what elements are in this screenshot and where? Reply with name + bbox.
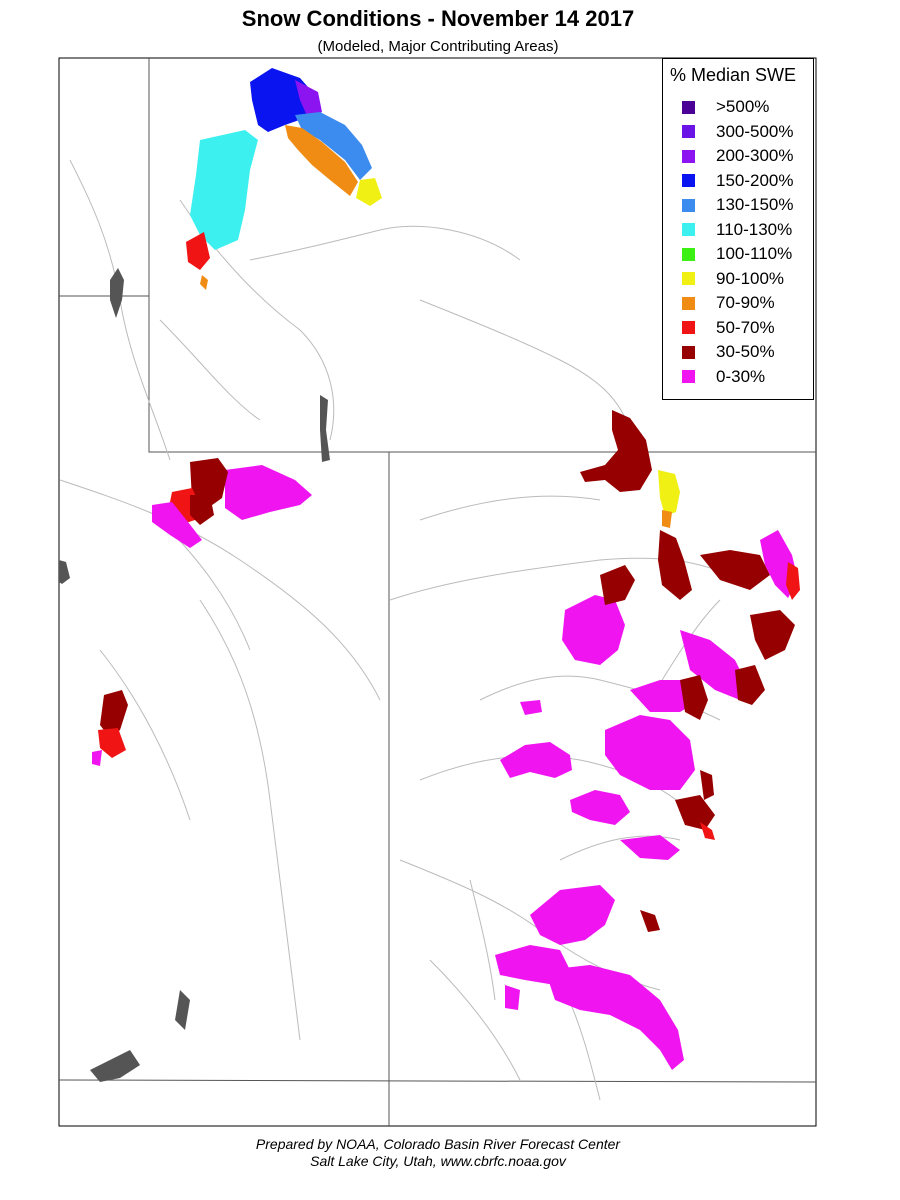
legend-item: >500% — [682, 97, 769, 117]
legend-swatch — [682, 370, 695, 383]
legend-swatch — [682, 296, 695, 310]
legend-label: 300-500% — [716, 121, 794, 141]
legend-item: 100-110% — [682, 244, 792, 264]
map-title: Snow Conditions - November 14 2017 — [241, 6, 635, 31]
legend-label: 90-100% — [716, 268, 785, 288]
legend-swatch — [682, 125, 695, 138]
legend-label: 70-90% — [716, 293, 775, 312]
map-frame — [58, 57, 817, 1127]
legend: % Median SWE >500% 300-500% 200-300% 150-20… — [662, 58, 814, 400]
map-subtitle: (Modeled, Major Contributing Areas) — [317, 38, 559, 55]
legend-label: 50-70% — [716, 317, 775, 337]
legend-item: 110-130% — [682, 220, 792, 240]
legend-label: 0-30% — [716, 366, 766, 386]
legend-item: 200-300% — [682, 146, 794, 166]
legend-swatch — [682, 321, 695, 334]
lakes — [59, 268, 330, 1082]
legend-title: % Median SWE — [670, 65, 797, 85]
legend-swatch — [682, 223, 695, 236]
rivers — [59, 159, 741, 1101]
footer-line-2: Salt Lake City, Utah, www.cbrfc.noaa.gov — [310, 1153, 566, 1169]
legend-item: 130-150% — [682, 195, 794, 215]
legend-label: 200-300% — [716, 146, 794, 165]
legend-label: 100-110% — [716, 244, 793, 263]
legend-swatch — [682, 345, 695, 359]
legend-item: 90-100% — [682, 269, 784, 289]
legend-item: 30-50% — [682, 342, 775, 362]
legend-item: 300-500% — [682, 122, 794, 142]
legend-swatch — [682, 100, 695, 114]
legend-swatch — [682, 149, 695, 163]
legend-swatch — [682, 247, 695, 261]
legend-label: 30-50% — [716, 342, 775, 361]
snow-patches — [92, 68, 800, 1070]
legend-swatch — [682, 174, 695, 187]
legend-item: 0-30% — [682, 367, 765, 387]
legend-label: 110-130% — [716, 219, 793, 239]
legend-label: 150-200% — [716, 170, 794, 190]
legend-item: 70-90% — [682, 293, 775, 313]
state-boundaries — [58, 58, 817, 1126]
legend-item: 150-200% — [682, 171, 794, 191]
footer-line-1: Prepared by NOAA, Colorado Basin River F… — [255, 1136, 621, 1152]
legend-item: 50-70% — [682, 318, 775, 338]
legend-label: >500% — [716, 97, 770, 116]
legend-swatch — [682, 198, 695, 212]
footer: Prepared by NOAA, Colorado Basin River F… — [0, 1136, 876, 1170]
legend-swatch — [682, 272, 695, 285]
legend-label: 130-150% — [716, 195, 794, 214]
